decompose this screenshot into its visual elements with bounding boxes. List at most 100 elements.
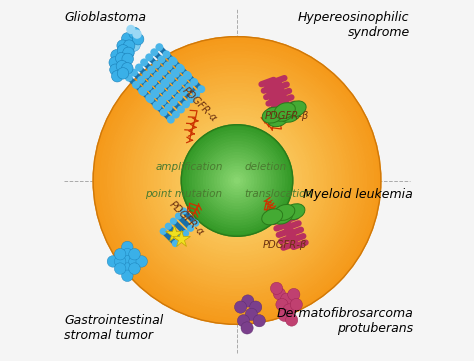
Circle shape: [163, 91, 171, 99]
Circle shape: [285, 314, 298, 326]
Circle shape: [179, 77, 187, 85]
Circle shape: [149, 78, 157, 86]
Ellipse shape: [262, 209, 283, 225]
Circle shape: [109, 64, 121, 75]
Circle shape: [228, 172, 246, 189]
Circle shape: [136, 256, 147, 267]
Text: Glioblastoma: Glioblastoma: [64, 12, 146, 25]
Circle shape: [164, 92, 172, 100]
Circle shape: [125, 36, 141, 52]
Circle shape: [140, 83, 334, 278]
Circle shape: [126, 69, 348, 292]
Circle shape: [194, 137, 280, 224]
Circle shape: [145, 53, 153, 61]
Text: translocation: translocation: [244, 190, 312, 200]
Circle shape: [234, 178, 240, 183]
Circle shape: [170, 58, 178, 65]
Circle shape: [198, 141, 276, 220]
Circle shape: [138, 87, 146, 95]
Circle shape: [218, 161, 256, 200]
Circle shape: [164, 223, 172, 230]
Circle shape: [121, 256, 133, 267]
Circle shape: [139, 88, 147, 96]
Ellipse shape: [274, 103, 295, 119]
Circle shape: [111, 49, 122, 61]
Text: PDGFR-α: PDGFR-α: [180, 86, 219, 124]
Circle shape: [164, 63, 173, 71]
Circle shape: [153, 61, 160, 69]
Circle shape: [245, 308, 257, 321]
Circle shape: [132, 30, 142, 39]
Circle shape: [155, 43, 164, 51]
Ellipse shape: [273, 105, 294, 121]
Circle shape: [147, 91, 327, 270]
Circle shape: [169, 56, 176, 64]
Circle shape: [215, 159, 259, 202]
Circle shape: [182, 230, 189, 237]
Circle shape: [170, 218, 177, 225]
Circle shape: [123, 47, 134, 58]
Circle shape: [175, 213, 182, 219]
Circle shape: [97, 40, 377, 321]
Text: Dermatofibrosarcoma
protuberans: Dermatofibrosarcoma protuberans: [276, 307, 413, 335]
Circle shape: [155, 73, 163, 81]
Circle shape: [212, 155, 262, 206]
Circle shape: [129, 256, 140, 267]
Circle shape: [206, 150, 268, 211]
Circle shape: [157, 96, 165, 104]
Circle shape: [197, 85, 205, 93]
Circle shape: [174, 82, 182, 90]
Circle shape: [129, 248, 140, 260]
Circle shape: [162, 80, 170, 88]
Circle shape: [187, 130, 287, 231]
Circle shape: [152, 90, 159, 98]
Circle shape: [118, 44, 134, 60]
Circle shape: [212, 156, 262, 205]
Circle shape: [183, 71, 191, 79]
Circle shape: [177, 105, 185, 113]
Circle shape: [155, 98, 319, 263]
Circle shape: [159, 97, 167, 105]
Circle shape: [250, 301, 262, 313]
Circle shape: [201, 144, 273, 217]
Circle shape: [143, 82, 151, 90]
Circle shape: [121, 263, 133, 274]
Circle shape: [114, 256, 126, 267]
Circle shape: [144, 87, 330, 274]
Circle shape: [118, 62, 356, 299]
Circle shape: [192, 219, 200, 227]
Circle shape: [184, 127, 290, 234]
Text: PDGFR-β: PDGFR-β: [262, 240, 307, 250]
Circle shape: [235, 301, 246, 313]
Circle shape: [176, 119, 298, 242]
Ellipse shape: [262, 107, 283, 123]
Ellipse shape: [272, 208, 293, 224]
Circle shape: [129, 73, 345, 288]
Circle shape: [129, 27, 140, 39]
Circle shape: [172, 240, 179, 247]
Circle shape: [172, 70, 180, 78]
Circle shape: [157, 56, 165, 64]
Circle shape: [150, 89, 158, 97]
Text: PDGFR-β: PDGFR-β: [264, 111, 309, 121]
Circle shape: [281, 293, 293, 305]
Circle shape: [178, 76, 186, 84]
Circle shape: [233, 177, 241, 184]
Circle shape: [165, 109, 309, 252]
Circle shape: [125, 74, 133, 82]
Circle shape: [158, 66, 166, 74]
Circle shape: [116, 60, 128, 72]
Circle shape: [168, 86, 176, 94]
Circle shape: [183, 127, 291, 234]
Circle shape: [187, 225, 194, 232]
Circle shape: [209, 153, 265, 208]
Circle shape: [137, 76, 145, 84]
Circle shape: [150, 48, 158, 56]
Circle shape: [237, 315, 250, 327]
Circle shape: [190, 134, 284, 227]
Circle shape: [140, 58, 148, 66]
Circle shape: [129, 263, 140, 274]
Circle shape: [177, 65, 185, 73]
Text: deletion: deletion: [244, 161, 286, 171]
Circle shape: [170, 98, 178, 106]
